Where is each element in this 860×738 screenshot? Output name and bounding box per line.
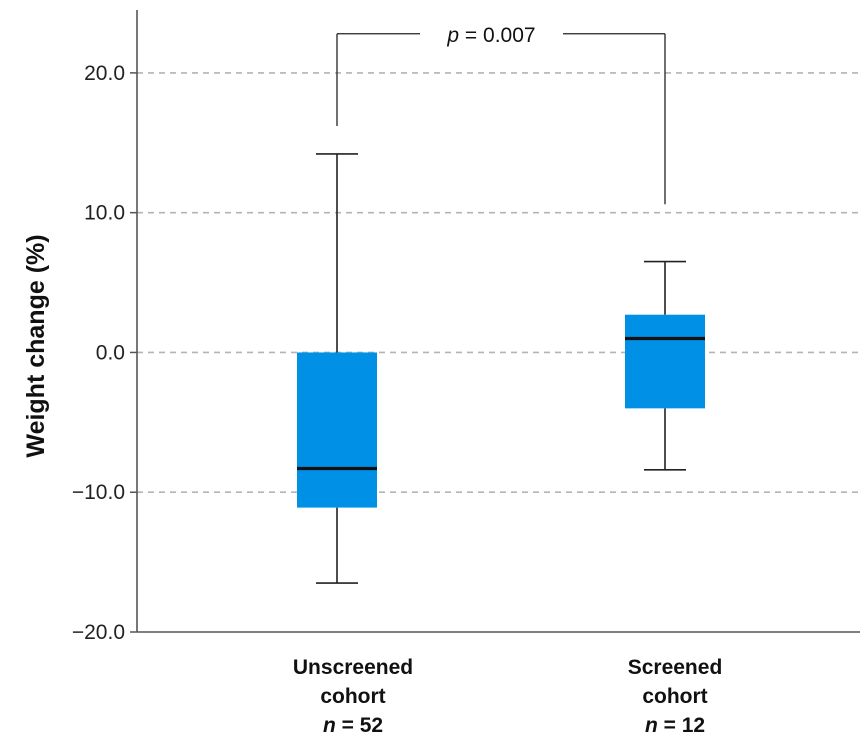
box-group-1	[297, 153, 377, 584]
iqr-box	[297, 352, 377, 508]
category-label-line2: cohort	[320, 685, 385, 708]
box-group-2	[625, 260, 705, 471]
y-tick-label: −20.0	[72, 621, 125, 644]
category-label-line1: Unscreened	[293, 656, 413, 679]
y-axis-label: Weight change (%)	[22, 234, 50, 457]
iqr-box	[625, 314, 705, 409]
y-tick-label: −10.0	[72, 481, 125, 504]
category-labels: Unscreened cohort n = 52 Screened cohort n = …	[293, 656, 722, 737]
y-axis-ticks: −20.0 −10.0 0.0 10.0 20.0	[72, 62, 137, 644]
p-symbol: p	[446, 24, 459, 47]
category-n-label: n = 52	[323, 714, 383, 737]
significance-annotation: p = 0.007	[336, 24, 666, 205]
n-value: = 52	[336, 714, 383, 737]
y-tick-label: 0.0	[96, 341, 125, 364]
category-label-line2: cohort	[642, 685, 707, 708]
y-tick-label: 10.0	[84, 202, 125, 225]
n-value: = 12	[658, 714, 705, 737]
category-n-label: n = 12	[645, 714, 705, 737]
grid-lines	[137, 72, 860, 494]
box-series	[297, 153, 705, 584]
category-label-line1: Screened	[628, 656, 723, 679]
p-value-label: p = 0.007	[446, 24, 535, 47]
axes	[136, 10, 860, 633]
p-value: = 0.007	[459, 24, 535, 47]
n-symbol: n	[645, 714, 658, 737]
n-symbol: n	[323, 714, 336, 737]
y-tick-label: 20.0	[84, 62, 125, 85]
